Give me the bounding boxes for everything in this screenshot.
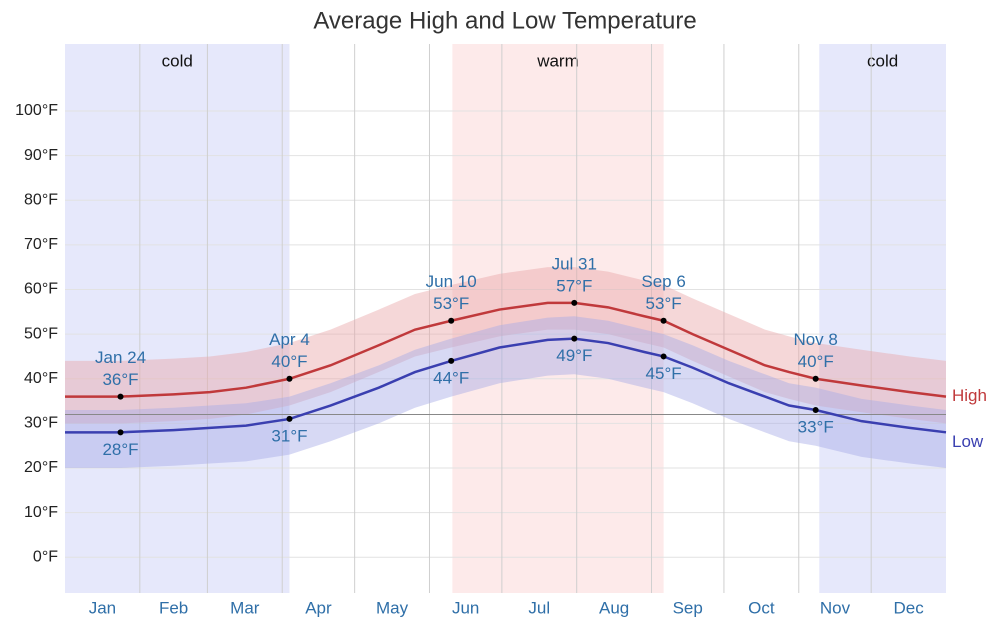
annotation-point	[286, 375, 293, 382]
annotation-point	[571, 299, 578, 306]
y-tick-label: 60°F	[24, 281, 58, 298]
annotation-date: Jun 10	[426, 272, 477, 291]
annotation-low: 44°F	[433, 368, 469, 387]
annotation-high: 36°F	[102, 370, 138, 389]
x-tick-label: Jul	[528, 598, 550, 617]
x-tick-label: Jun	[452, 598, 479, 617]
annotation-high: 53°F	[433, 294, 469, 313]
annotation-low: 28°F	[102, 440, 138, 459]
annotation-date: Jan 24	[95, 348, 146, 367]
x-tick-label: Oct	[748, 598, 775, 617]
annotation-point	[117, 429, 124, 436]
x-tick-label: Aug	[599, 598, 629, 617]
y-tick-label: 90°F	[24, 147, 58, 164]
x-tick-label: May	[376, 598, 409, 617]
annotation-low: 45°F	[646, 364, 682, 383]
season-region	[452, 44, 664, 593]
series-line	[65, 337, 947, 434]
annotation-point	[660, 317, 667, 324]
x-tick-label: Dec	[893, 598, 924, 617]
season-region	[65, 44, 290, 593]
annotation-date: Apr 4	[269, 330, 310, 349]
legend-label: Low	[952, 432, 984, 451]
annotation-high: 40°F	[798, 352, 834, 371]
x-tick-label: Jan	[89, 598, 116, 617]
annotation-low: 33°F	[798, 417, 834, 436]
annotation-point	[286, 415, 293, 422]
annotation-low: 49°F	[556, 346, 592, 365]
annotation-date: Jul 31	[552, 254, 597, 273]
x-tick-label: Mar	[230, 598, 260, 617]
annotation-point	[448, 357, 455, 364]
range-band	[65, 316, 946, 469]
y-tick-label: 80°F	[24, 191, 58, 208]
range-band	[65, 267, 946, 424]
y-tick-label: 0°F	[33, 549, 58, 566]
legend-label: High	[952, 386, 987, 405]
annotation-point	[448, 317, 455, 324]
annotation-high: 57°F	[556, 276, 592, 295]
chart-title: Average High and Low Temperature	[313, 7, 696, 34]
annotation-point	[571, 335, 578, 342]
y-tick-label: 50°F	[24, 325, 58, 342]
annotation-point	[660, 353, 667, 360]
x-tick-label: Nov	[820, 598, 851, 617]
y-tick-label: 30°F	[24, 415, 58, 432]
y-tick-label: 100°F	[15, 102, 58, 119]
y-tick-label: 20°F	[24, 459, 58, 476]
annotation-high: 53°F	[646, 294, 682, 313]
y-tick-label: 40°F	[24, 370, 58, 387]
x-tick-label: Sep	[673, 598, 703, 617]
annotation-point	[117, 393, 124, 400]
annotation-high: 40°F	[271, 352, 307, 371]
annotation-date: Nov 8	[793, 330, 837, 349]
season-label: cold	[867, 51, 898, 70]
annotation-point	[812, 407, 819, 413]
annotation-date: Sep 6	[641, 272, 685, 291]
x-tick-label: Feb	[159, 598, 188, 617]
season-region	[819, 44, 946, 593]
series-line	[65, 301, 947, 398]
season-label: cold	[162, 51, 193, 70]
annotation-point	[812, 375, 819, 382]
season-label: warm	[536, 51, 579, 70]
y-tick-label: 70°F	[24, 236, 58, 253]
y-tick-label: 10°F	[24, 504, 58, 521]
x-tick-label: Apr	[305, 598, 332, 617]
annotation-low: 31°F	[271, 426, 307, 445]
